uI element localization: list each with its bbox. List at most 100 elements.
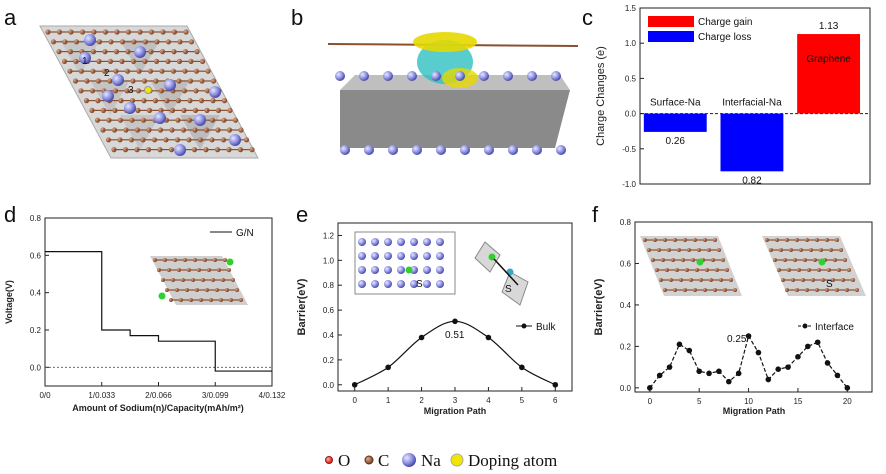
ytick-label: 0.6 — [323, 306, 335, 315]
ytick-label: 0.0 — [323, 381, 335, 390]
site-label-2: 2 — [104, 68, 110, 79]
ytick-label: 1.0 — [625, 39, 637, 48]
data-point — [706, 370, 712, 377]
panel-e-inset-bulk: S — [354, 231, 456, 295]
xtick-label: 20 — [843, 397, 852, 406]
chart-c-bars: Surface-Na 0.26 Interfacial-Na 0.82 Graphene… — [640, 21, 870, 186]
legend-c-label: C — [378, 451, 389, 470]
na-atom — [124, 102, 136, 114]
legend-charge-loss-swatch — [648, 31, 694, 42]
legend-charge-gain: Charge gain — [698, 17, 752, 28]
graphene-lattice-a — [45, 29, 255, 153]
panel-a-structure — [39, 25, 259, 159]
na-atom — [423, 266, 431, 274]
chart-f-axes: 0.0 0.2 0.4 0.6 0.8 0 5 10 15 20 — [620, 218, 852, 406]
chart-f-xlabel: Migration Path — [723, 406, 786, 416]
na-atom — [371, 266, 379, 274]
ytick-label: 0.8 — [323, 281, 335, 290]
xtick-label: 4/0.132 — [259, 391, 286, 400]
series-line — [45, 251, 272, 372]
doping-atom-a — [144, 86, 152, 94]
inset-e-label-s: S — [416, 279, 423, 290]
site-label-3: 3 — [128, 85, 134, 96]
legend-charge-gain-swatch — [648, 16, 694, 27]
na-atom — [384, 280, 392, 288]
inset-e-label-s2: S — [505, 284, 512, 295]
data-point — [745, 333, 752, 339]
chart-c-legend: Charge gain Charge loss — [648, 16, 752, 43]
data-point — [696, 368, 702, 375]
chart-d-ylabel: Voltage(V) — [4, 280, 14, 324]
xtick-label: 2/0.066 — [145, 391, 172, 400]
chart-e-ylabel: Barrier(eV) — [296, 278, 308, 335]
panel-b-letter: b — [291, 5, 303, 30]
bar-surface-na — [643, 113, 707, 132]
chart-f-annotation: 0.25 — [727, 334, 747, 345]
data-point — [485, 334, 492, 341]
legend-interface: Interface — [815, 322, 854, 333]
na-atom — [423, 280, 431, 288]
na-atom — [209, 86, 221, 98]
na-atom — [484, 145, 494, 155]
na-atom — [527, 71, 537, 81]
legend-gn: G/N — [236, 228, 254, 239]
legend-na-marker — [402, 453, 416, 467]
xtick-label: 3 — [453, 396, 458, 405]
na-atom — [134, 46, 146, 58]
data-point — [795, 353, 801, 360]
na-atom — [358, 238, 366, 246]
carbon-atom — [725, 268, 729, 272]
panel-d-inset-structure — [150, 256, 248, 305]
na-atom — [164, 79, 176, 91]
xtick-label: 6 — [553, 396, 558, 405]
value-label: 0.82 — [742, 175, 762, 186]
na-atom — [532, 145, 542, 155]
inset-f2-green-atom — [818, 258, 826, 266]
panel-a: a 1 2 3 — [4, 5, 259, 159]
data-point — [775, 366, 781, 372]
carbon-atom — [183, 29, 189, 35]
chart-e-axes: 0.0 0.2 0.4 0.6 0.8 1.0 1.2 0 1 2 3 4 5 6 — [323, 231, 558, 405]
ytick-label: 0.5 — [625, 74, 637, 83]
na-atom — [359, 71, 369, 81]
xtick-label: 4 — [486, 396, 491, 405]
inset-e-green-atom — [405, 266, 413, 274]
na-atom — [229, 134, 241, 146]
data-point — [785, 364, 791, 370]
na-atom — [154, 112, 166, 124]
value-label: 0.26 — [666, 136, 686, 147]
inset-f1-green-atom — [696, 258, 704, 266]
na-atom — [556, 145, 566, 155]
ytick-label: 0.2 — [30, 326, 42, 335]
data-point — [814, 339, 821, 346]
carbon-atom — [210, 78, 217, 84]
ytick-label: 0.0 — [30, 363, 42, 372]
na-atom — [479, 71, 489, 81]
ytick-label: 0.4 — [30, 289, 42, 298]
data-point — [805, 343, 811, 350]
panel-f-inset-2: S — [762, 236, 866, 296]
na-atom — [384, 238, 392, 246]
carbon-atom — [227, 268, 231, 272]
bar-graphene — [797, 34, 861, 114]
xtick-label: 0/0 — [39, 391, 51, 400]
na-atom — [508, 145, 518, 155]
panel-f: f Barrier(eV) Migration Path 0.00.20.40.… — [592, 202, 873, 416]
na-atom — [340, 145, 350, 155]
carbon-atom — [843, 258, 847, 262]
na-atom — [371, 280, 379, 288]
inset-d-green-atom-2 — [226, 258, 234, 266]
xtick-label: 0 — [352, 396, 357, 405]
ytick-label: 1.5 — [625, 4, 637, 13]
xtick-label: 0 — [648, 397, 653, 406]
na-atom — [371, 252, 379, 260]
carbon-atom — [835, 238, 839, 242]
ytick-label: 0.4 — [323, 331, 335, 340]
na-atom — [410, 252, 418, 260]
na-atom — [364, 145, 374, 155]
data-point — [765, 376, 772, 383]
chart-f-ylabel: Barrier(eV) — [593, 278, 605, 335]
na-atom — [358, 280, 366, 288]
xtick-label: 15 — [793, 397, 802, 406]
ytick-label: 0.0 — [625, 110, 637, 119]
